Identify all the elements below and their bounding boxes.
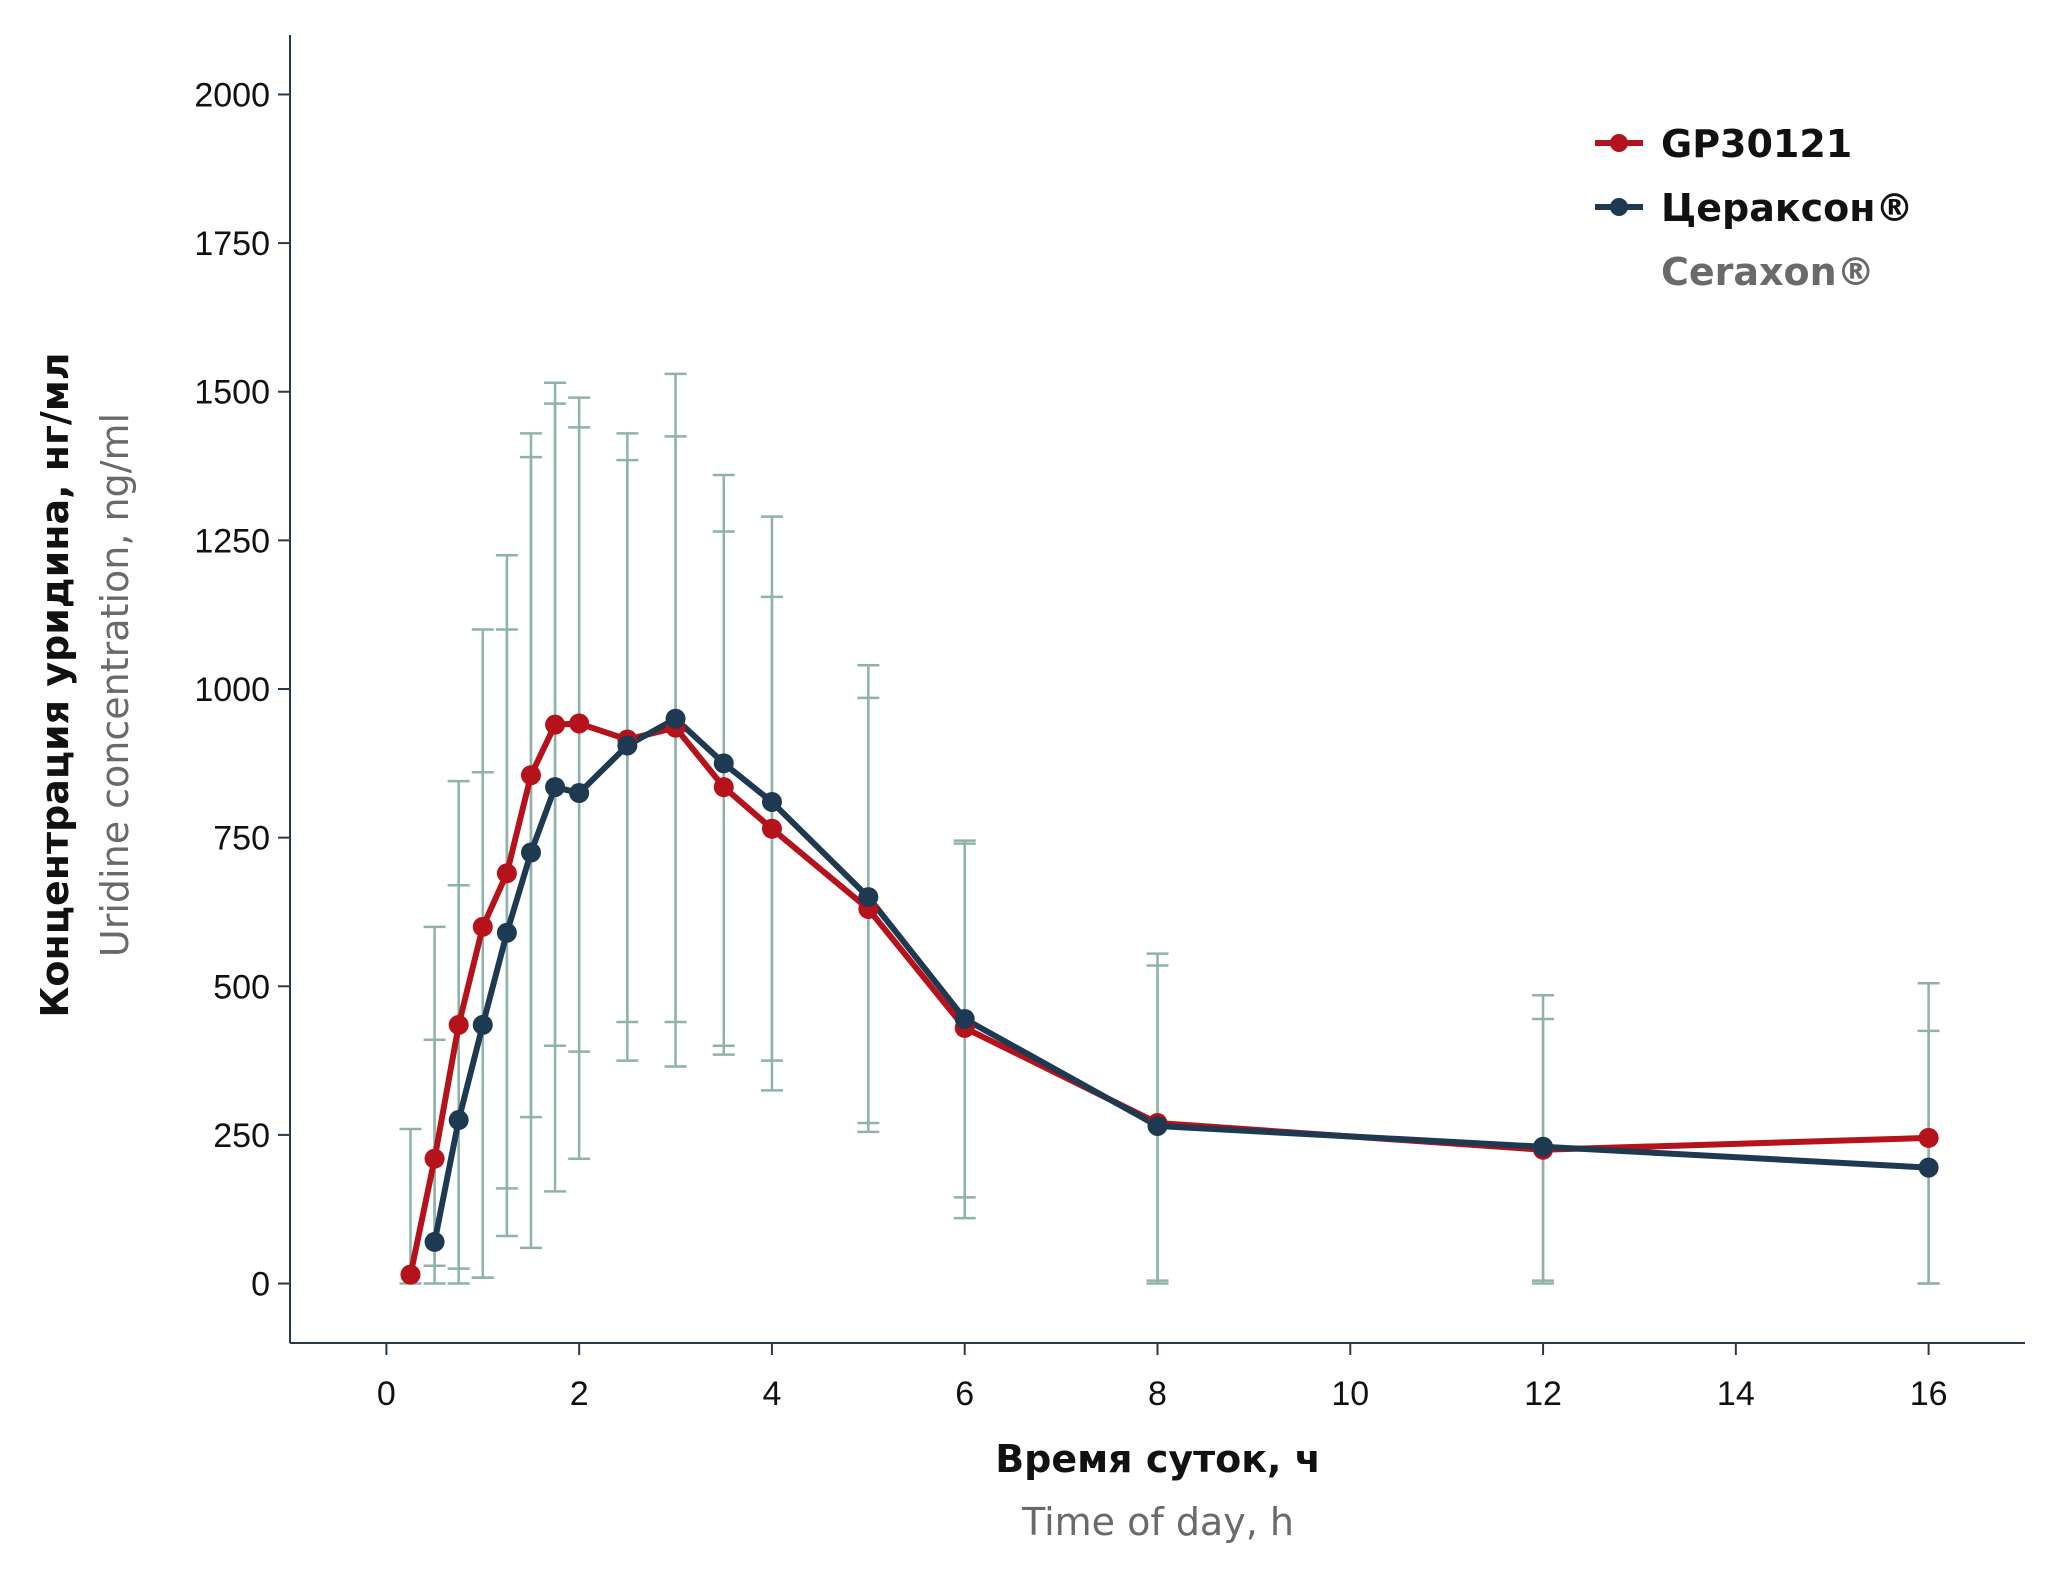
error-bar (423, 925, 446, 1285)
x-tick-label: 12 (1524, 1375, 1562, 1413)
series-line-ceraxon (431, 715, 1929, 1243)
data-point-ceraxon (954, 1008, 975, 1029)
data-point-gp30121 (713, 777, 734, 798)
data-point-ceraxon (858, 887, 879, 908)
series-points (400, 708, 1939, 1285)
data-point-ceraxon (545, 777, 566, 798)
x-tick-label: 8 (1148, 1375, 1167, 1413)
data-point-gp30121 (1918, 1127, 1939, 1148)
series-lines (407, 715, 1929, 1276)
error-bar (568, 396, 591, 1160)
y-axis-ticks: 0 250 500 750 1000 1250 1500 1750 2000 (194, 76, 290, 1304)
data-point-ceraxon (448, 1110, 469, 1131)
x-tick-label: 2 (570, 1375, 589, 1413)
x-tick-label: 16 (1910, 1375, 1948, 1413)
legend: GP30121 Цераксон® Ceraxon® (1595, 122, 1914, 294)
error-bar (664, 435, 687, 1068)
y-axis-title-en: Uridine concentration, ng/ml (93, 413, 137, 957)
x-tick-label: 10 (1331, 1375, 1369, 1413)
data-point-ceraxon (496, 922, 517, 943)
y-tick-label: 500 (213, 968, 270, 1006)
error-bar (447, 883, 470, 1270)
data-point-gp30121 (569, 713, 590, 734)
x-axis-ticks: 0 2 4 6 8 10 12 14 16 (377, 1343, 1948, 1413)
data-point-ceraxon (713, 753, 734, 774)
data-point-ceraxon (1147, 1115, 1168, 1136)
data-point-gp30121 (472, 916, 493, 937)
legend-entry-gp30121: GP30121 (1595, 122, 1852, 166)
y-tick-label: 1000 (194, 671, 270, 709)
y-tick-label: 1250 (194, 522, 270, 560)
y-tick-label: 750 (213, 820, 270, 858)
y-axis-title-ru: Концентрация уридина, нг/мл (33, 352, 77, 1017)
data-point-ceraxon (1533, 1136, 1554, 1157)
y-tick-label: 250 (213, 1117, 270, 1155)
data-point-ceraxon (1918, 1157, 1939, 1178)
data-point-ceraxon (569, 783, 590, 804)
y-tick-label: 1500 (194, 374, 270, 412)
legend-entry-ceraxon: Цераксон® Ceraxon® (1595, 186, 1914, 294)
data-point-gp30121 (448, 1014, 469, 1035)
error-bar (1917, 1029, 1940, 1285)
x-tick-label: 14 (1717, 1375, 1755, 1413)
x-tick-label: 6 (955, 1375, 974, 1413)
data-point-gp30121 (424, 1148, 445, 1169)
data-point-gp30121 (761, 818, 782, 839)
x-axis-title-ru: Время суток, ч (995, 1437, 1321, 1481)
legend-sublabel-ceraxon: Ceraxon® (1661, 250, 1875, 294)
legend-label-gp30121: GP30121 (1661, 122, 1852, 166)
series-line-gp30121 (407, 720, 1929, 1276)
data-point-ceraxon (520, 842, 541, 863)
legend-swatch-marker-gp30121 (1610, 134, 1628, 152)
legend-label-ceraxon: Цераксон® (1661, 186, 1914, 230)
legend-swatch-marker-ceraxon (1610, 198, 1628, 216)
data-point-gp30121 (520, 765, 541, 786)
data-point-gp30121 (545, 714, 566, 735)
x-tick-label: 0 (377, 1375, 396, 1413)
y-tick-label: 2000 (194, 76, 270, 114)
data-point-ceraxon (761, 791, 782, 812)
data-point-ceraxon (665, 708, 686, 729)
x-tick-label: 4 (762, 1375, 781, 1413)
data-point-ceraxon (424, 1231, 445, 1252)
data-point-gp30121 (400, 1264, 421, 1285)
y-tick-label: 0 (251, 1266, 270, 1304)
data-point-ceraxon (617, 735, 638, 756)
data-point-ceraxon (472, 1014, 493, 1035)
y-tick-label: 1750 (194, 225, 270, 263)
x-axis-title-en: Time of day, h (1021, 1500, 1294, 1544)
data-point-gp30121 (496, 863, 517, 884)
